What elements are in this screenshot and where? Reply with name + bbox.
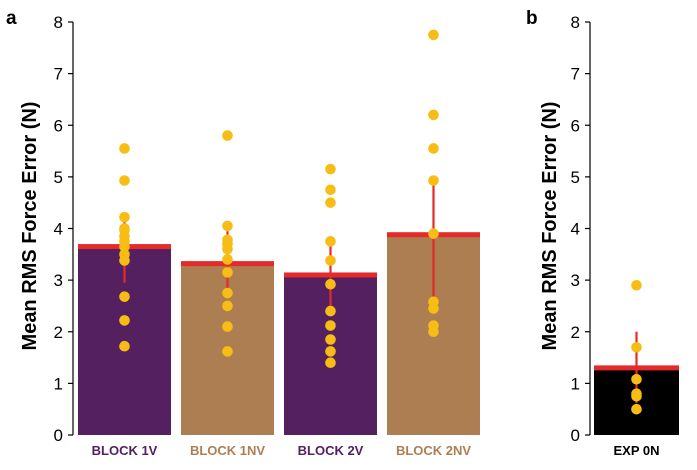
data-point <box>222 321 233 332</box>
y-tick-label: 3 <box>571 271 580 290</box>
y-tick-label: 7 <box>54 65 63 84</box>
data-point <box>631 388 642 400</box>
panel-a-bars <box>78 232 480 435</box>
data-point <box>222 130 233 141</box>
data-point <box>325 320 336 331</box>
data-point <box>325 163 336 175</box>
data-point <box>222 346 233 357</box>
y-tick-label: 1 <box>571 374 580 393</box>
data-point <box>119 315 130 326</box>
data-point <box>325 305 336 317</box>
y-tick-label: 5 <box>54 168 63 187</box>
panel-b-letter: b <box>526 8 538 29</box>
y-tick-label: 4 <box>571 220 580 239</box>
data-point <box>325 197 336 208</box>
panel-b: b Mean RMS Force Error (N) 0 1 2 3 4 5 6 7 8 EXP… <box>526 8 679 458</box>
data-point <box>325 278 336 290</box>
data-point <box>325 255 336 266</box>
data-point <box>119 211 130 223</box>
category-label: BLOCK 2NV <box>396 443 471 458</box>
data-point <box>428 29 439 41</box>
category-label: EXP 0N <box>613 443 659 458</box>
data-point <box>222 254 233 265</box>
panel-a-data-points <box>119 29 439 369</box>
panel-a: a Mean RMS Force Error (N) 0 1 2 3 4 5 6 7 8 BLO… <box>6 8 480 458</box>
y-tick-label: 6 <box>571 116 580 135</box>
data-point <box>119 340 130 352</box>
y-tick-label: 6 <box>54 116 63 135</box>
data-point <box>631 373 642 385</box>
y-tick-label: 2 <box>571 323 580 342</box>
category-label: BLOCK 1V <box>92 443 158 458</box>
y-tick-label: 4 <box>54 220 63 239</box>
panel-a-category-labels: BLOCK 1V BLOCK 1NV BLOCK 2V BLOCK 2NV <box>92 443 472 458</box>
y-tick-label: 8 <box>54 13 63 32</box>
data-point <box>428 228 439 239</box>
y-tick-label: 0 <box>571 426 580 445</box>
panel-a-y-ticks: 0 1 2 3 4 5 6 7 8 <box>54 13 73 445</box>
data-point <box>325 334 336 345</box>
y-tick-label: 7 <box>571 65 580 84</box>
data-point <box>222 287 233 299</box>
panel-b-category-labels: EXP 0N <box>613 443 659 458</box>
y-tick-label: 1 <box>54 374 63 393</box>
panel-b-data-points <box>631 279 642 415</box>
data-point <box>119 143 130 154</box>
data-point <box>325 236 336 247</box>
data-point <box>222 267 233 278</box>
data-point <box>119 223 130 234</box>
data-point <box>119 249 130 260</box>
data-point <box>325 346 336 357</box>
y-tick-label: 3 <box>54 271 63 290</box>
data-point <box>119 175 130 186</box>
data-point <box>631 341 642 353</box>
data-point <box>325 357 336 369</box>
category-label: BLOCK 2V <box>298 443 364 458</box>
data-point <box>428 296 439 308</box>
data-point <box>428 175 439 186</box>
y-tick-label: 5 <box>571 168 580 187</box>
panel-b-y-axis-label: Mean RMS Force Error (N) <box>539 102 561 351</box>
data-point <box>428 143 439 154</box>
panel-b-y-ticks: 0 1 2 3 4 5 6 7 8 <box>571 13 590 445</box>
y-tick-label: 0 <box>54 426 63 445</box>
panel-a-y-axis-label: Mean RMS Force Error (N) <box>19 102 41 351</box>
data-point <box>428 109 439 121</box>
data-point <box>631 403 642 415</box>
data-point <box>222 234 233 246</box>
y-tick-label: 2 <box>54 323 63 342</box>
data-point <box>222 300 233 312</box>
data-point <box>428 320 439 331</box>
data-point <box>325 184 336 196</box>
data-point <box>631 279 642 291</box>
category-label: BLOCK 1NV <box>190 443 265 458</box>
data-point <box>119 291 130 302</box>
panel-a-letter: a <box>6 8 17 29</box>
y-tick-label: 8 <box>571 13 580 32</box>
data-point <box>222 220 233 232</box>
